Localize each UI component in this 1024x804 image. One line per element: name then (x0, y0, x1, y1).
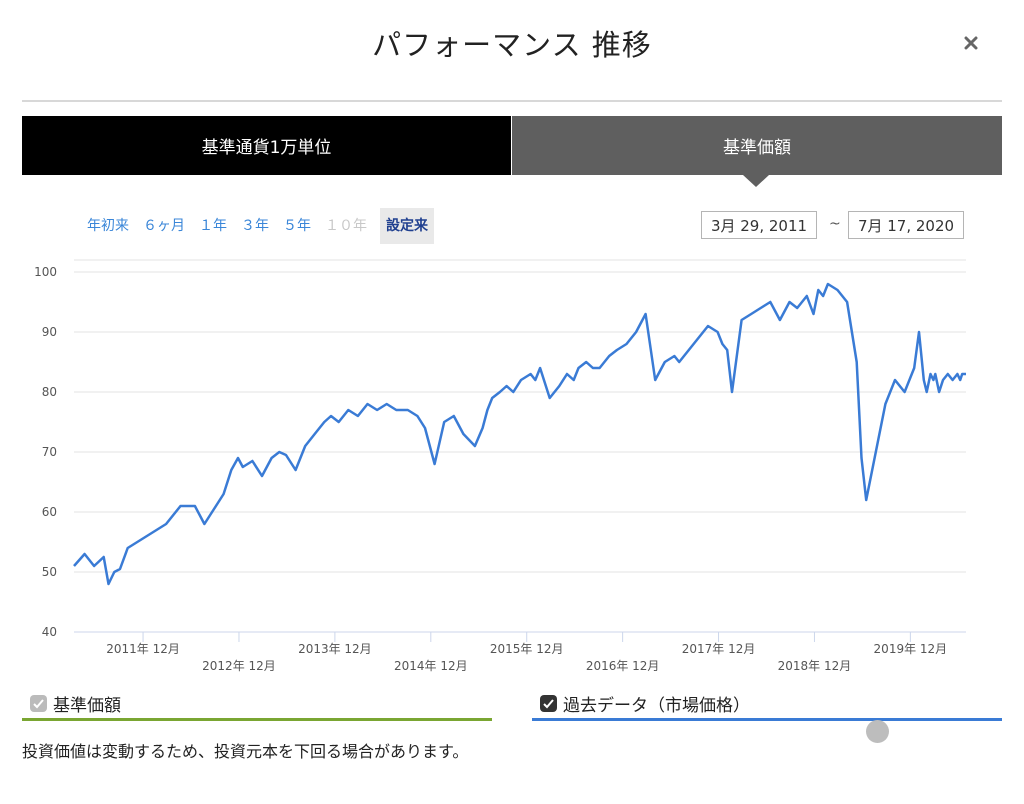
y-tick-label: 80 (42, 385, 57, 399)
x-tick-label: 2019年 12月 (874, 642, 948, 656)
scroll-handle[interactable] (866, 720, 889, 743)
legend-nav[interactable]: 基準価額 (22, 688, 492, 721)
legend-nav-label: 基準価額 (53, 695, 121, 716)
x-tick-label: 2016年 12月 (586, 659, 660, 673)
y-tick-label: 60 (42, 505, 57, 519)
performance-chart: 40 50 60 70 80 90 100 2011年 12月 2013年 12月 2015年 1… (34, 259, 966, 673)
close-button[interactable] (958, 30, 984, 56)
legend-market-label: 過去データ（市場価格） (563, 695, 750, 716)
market-checkbox[interactable] (540, 694, 557, 712)
y-tick-label: 70 (42, 445, 57, 459)
x-tick-label: 2012年 12月 (202, 659, 276, 673)
x-tick-label: 2015年 12月 (490, 642, 564, 656)
y-tick-label: 100 (34, 265, 57, 279)
nav-checkbox[interactable] (30, 694, 47, 712)
period-1[interactable]: ６ヶ月 (143, 218, 185, 234)
date-from-field[interactable]: 3月 29, 2011 (701, 211, 817, 239)
tab-nav[interactable]: 基準価額 (512, 116, 1002, 187)
tab-base-currency[interactable]: 基準通貨1万単位 (22, 116, 511, 175)
tab-base-currency-label: 基準通貨1万単位 (201, 138, 332, 158)
close-icon (964, 36, 978, 50)
active-tab-caret (743, 175, 769, 187)
disclaimer-text: 投資価値は変動するため、投資元本を下回る場合があります。 (22, 742, 469, 761)
date-to-value: 7月 17, 2020 (857, 216, 955, 235)
y-tick-label: 90 (42, 325, 57, 339)
modal-title: パフォーマンス 推移 (372, 28, 652, 62)
x-tick-label: 2013年 12月 (298, 642, 372, 656)
y-tick-label: 40 (42, 625, 57, 639)
period-selector: 年初来 ６ヶ月 １年 ３年 ５年 １０年 設定来 (80, 208, 440, 244)
period-2[interactable]: １年 (199, 218, 227, 234)
tab-nav-label: 基準価額 (723, 138, 791, 158)
date-separator: ~ (829, 216, 841, 232)
x-tick-label: 2018年 12月 (778, 659, 852, 673)
check-icon (33, 698, 44, 708)
x-tick-label: 2011年 12月 (106, 642, 180, 656)
period-6[interactable]: 設定来 (380, 208, 434, 244)
chart-tabs: 基準通貨1万単位 基準価額 (22, 116, 1002, 187)
x-tick-label: 2017年 12月 (682, 642, 756, 656)
period-4[interactable]: ５年 (283, 218, 311, 234)
period-5: １０年 (325, 218, 367, 234)
x-tick-label: 2014年 12月 (394, 659, 468, 673)
y-tick-label: 50 (42, 565, 57, 579)
date-from-value: 3月 29, 2011 (710, 216, 808, 235)
date-to-field[interactable]: 7月 17, 2020 (848, 211, 964, 239)
legend-market[interactable]: 過去データ（市場価格） (532, 688, 1002, 721)
series-line-0 (73, 282, 966, 586)
period-0[interactable]: 年初来 (87, 218, 129, 234)
title-divider (22, 100, 1002, 102)
check-icon (543, 698, 554, 708)
period-3[interactable]: ３年 (241, 218, 269, 234)
